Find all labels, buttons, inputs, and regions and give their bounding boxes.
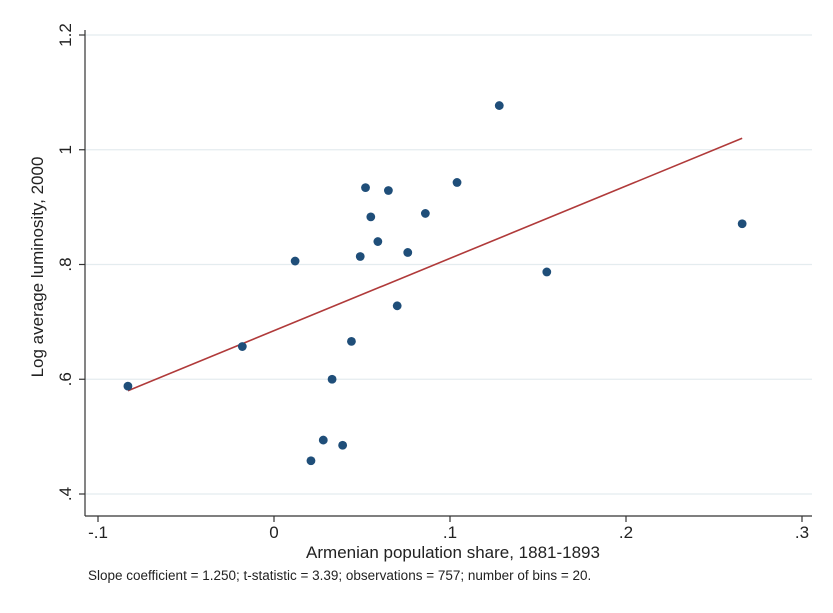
scatter-point: [542, 267, 552, 277]
fit-line-group: [127, 137, 743, 392]
y-tick-label: 1.2: [56, 23, 75, 47]
scatter-point: [347, 336, 356, 346]
y-axis-title: Log average luminosity, 2000: [28, 157, 47, 378]
x-tick-label: 0: [269, 523, 278, 542]
gridlines: [85, 34, 812, 495]
scatter-point: [403, 248, 413, 257]
scatter-point: [318, 435, 328, 445]
scatter-point: [373, 237, 383, 246]
scatter-point: [366, 212, 376, 222]
scatter-point: [452, 178, 462, 187]
fit-line: [127, 137, 743, 392]
x-tick-label: .3: [795, 523, 809, 542]
tick-labels: .4 .6 .8 1 1.2 -.1 0 .1 .2 .3: [56, 23, 809, 542]
y-tick-label: 1: [56, 145, 75, 154]
x-axis-title: Armenian population share, 1881-1893: [306, 543, 600, 562]
scatter-point: [737, 219, 747, 229]
footnote-statistics: Slope coefficient = 1.250; t-statistic =…: [88, 568, 592, 583]
scatter-point: [327, 374, 337, 384]
axes: [79, 30, 812, 522]
scatter-point: [361, 183, 370, 193]
scatter-point: [338, 440, 348, 450]
x-tick-label: .2: [619, 523, 633, 542]
x-tick-label: -.1: [88, 523, 108, 542]
scatter-point: [123, 381, 133, 391]
scatter-point: [306, 456, 316, 466]
scatter-point: [392, 301, 402, 311]
x-tick-label: .1: [443, 523, 457, 542]
scatter-points: [123, 101, 747, 466]
scatter-point: [494, 101, 504, 110]
y-tick-label: .8: [56, 257, 75, 271]
scatter-point: [355, 252, 365, 261]
scatter-point: [384, 186, 393, 195]
y-tick-label: .4: [56, 487, 75, 501]
scatter-point: [237, 342, 247, 351]
y-tick-label: .6: [56, 372, 75, 386]
scatter-point: [290, 256, 300, 266]
scatter-point: [420, 209, 430, 218]
